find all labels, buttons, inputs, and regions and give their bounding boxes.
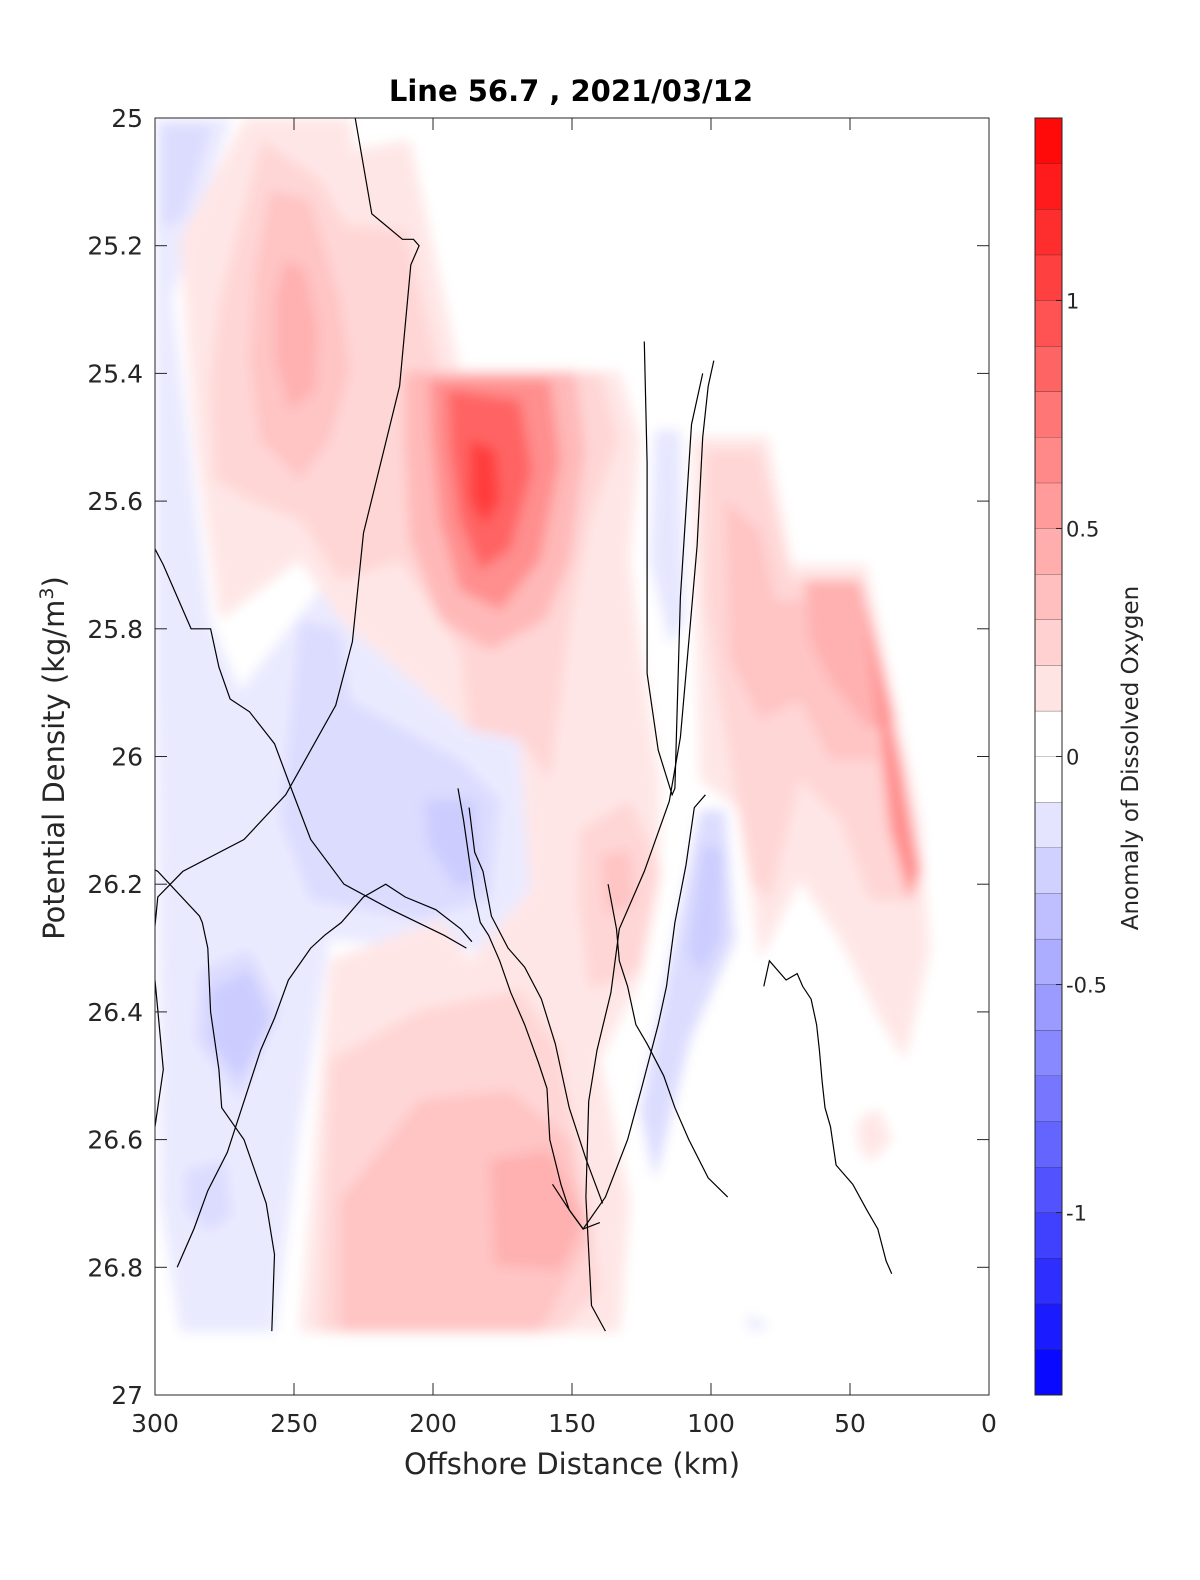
negative-anomaly-region (688, 845, 722, 975)
colorbar-segment (1035, 984, 1062, 1031)
x-tick-label: 150 (548, 1409, 596, 1438)
x-tick-label: 250 (270, 1409, 318, 1438)
colorbar-segment (1035, 254, 1062, 301)
negative-anomaly-region (650, 430, 685, 645)
y-axis-label-superscript: 3 (36, 587, 58, 599)
positive-anomaly-region (490, 1150, 585, 1270)
y-axis-label-main: Potential Density (kg/m (37, 600, 71, 940)
y-axis-label-suffix: ) (37, 576, 71, 587)
colorbar-segment (1035, 938, 1062, 985)
colorbar-tick-label: 1 (1066, 289, 1079, 313)
colorbar-segment (1035, 665, 1062, 711)
negative-anomaly-region (185, 1160, 232, 1232)
positive-anomaly-region (725, 500, 880, 760)
zero-contour-line (155, 869, 276, 1332)
positive-anomaly-region (470, 440, 500, 525)
x-tick-label: 50 (834, 1409, 866, 1438)
plot-area: 300 250 200 150 100 50 0 2525.225.425.625.8262… (87, 104, 997, 1438)
zero-contour-line (468, 807, 604, 1204)
anomaly-patches (155, 118, 930, 1332)
colorbar-segment (1035, 118, 1062, 164)
positive-anomaly-region (275, 260, 318, 410)
negative-anomaly-region (745, 1315, 770, 1332)
positive-anomaly-region (600, 850, 635, 915)
y-tick-label: 25.8 (87, 615, 143, 644)
colorbar-segment (1035, 802, 1062, 848)
zero-contour-line (585, 360, 715, 1332)
zero-contour-line (155, 547, 467, 949)
colorbar-segment (1035, 756, 1062, 803)
colorbar-segment (1035, 1075, 1062, 1122)
colorbar-segment (1035, 847, 1062, 894)
colorbar-segment (1035, 391, 1062, 438)
x-axis: 300 250 200 150 100 50 0 (131, 118, 997, 1438)
colorbar-tick-label: 0.5 (1066, 517, 1099, 541)
y-tick-label: 26.4 (87, 998, 143, 1027)
colorbar-segment (1035, 528, 1062, 575)
y-tick-label: 26.2 (87, 870, 143, 899)
anomaly-field (155, 118, 930, 1332)
positive-anomaly-region (340, 1090, 590, 1332)
x-tick-label: 0 (981, 1409, 997, 1438)
y-tick-label: 25.2 (87, 232, 143, 261)
colorbar-tick-label: 0 (1066, 746, 1079, 770)
colorbar-segment (1035, 619, 1062, 666)
colorbar-tick-label: -0.5 (1066, 974, 1107, 998)
y-axis-label: Potential Density (kg/m3) (36, 576, 71, 940)
y-tick-label: 26 (111, 743, 143, 772)
colorbar-segment (1035, 574, 1062, 620)
positive-anomaly-region (805, 580, 895, 730)
colorbar-segment (1035, 893, 1062, 939)
zero-contour-line (457, 788, 706, 1231)
zero-contour-line (643, 341, 704, 797)
y-tick-label: 25 (111, 104, 143, 133)
colorbar-tick-label: -1 (1066, 1202, 1087, 1226)
negative-anomaly-region (425, 800, 478, 890)
colorbar-label: Anomaly of Dissolved Oxygen (1118, 586, 1144, 931)
x-tick-label: 300 (131, 1409, 179, 1438)
y-tick-label: 25.4 (87, 359, 143, 388)
colorbar-segment (1035, 1349, 1062, 1395)
colorbar-segment (1035, 1121, 1062, 1167)
colorbar-segment (1035, 163, 1062, 210)
y-tick-label: 25.6 (87, 487, 143, 516)
zero-contour-lines (155, 118, 893, 1332)
y-tick-label: 26.8 (87, 1253, 143, 1282)
colorbar-segment (1035, 482, 1062, 529)
positive-anomaly-region (865, 600, 920, 900)
colorbar-segment (1035, 710, 1062, 757)
chart-title: Line 56.7 , 2021/03/12 (389, 74, 753, 108)
y-tick-label: 27 (111, 1381, 143, 1410)
positive-anomaly-region (858, 1108, 892, 1162)
zero-contour-line (763, 959, 893, 1274)
colorbar-segment (1035, 437, 1062, 483)
zero-contour-line (155, 118, 420, 932)
negative-anomaly-region (210, 970, 270, 1080)
zero-contour-line (155, 979, 164, 1127)
colorbar-segment (1035, 1303, 1062, 1350)
colorbar-segment (1035, 1258, 1062, 1304)
y-tick-label: 26.6 (87, 1126, 143, 1155)
negative-anomaly-region (162, 125, 212, 230)
zero-contour-line (551, 1183, 601, 1230)
y-axis: 25 25.2 25.4 25.6 25.8 26 26.2 26.4 26.6 26.8 27 (87, 104, 989, 1410)
colorbar-segment (1035, 209, 1062, 255)
zero-contour-line (607, 884, 729, 1198)
x-tick-label: 100 (687, 1409, 735, 1438)
colorbar-segment (1035, 300, 1062, 347)
colorbar-segment (1035, 1166, 1062, 1213)
colorbar: 1 0.5 0 -0.5 -1 (1034, 117, 1107, 1396)
colorbar-segment (1035, 1212, 1062, 1259)
zero-contour-line (176, 883, 473, 1268)
x-axis-label: Offshore Distance (km) (404, 1447, 740, 1481)
x-tick-label: 200 (409, 1409, 457, 1438)
colorbar-segment (1035, 346, 1062, 392)
colorbar-segment (1035, 1030, 1062, 1076)
